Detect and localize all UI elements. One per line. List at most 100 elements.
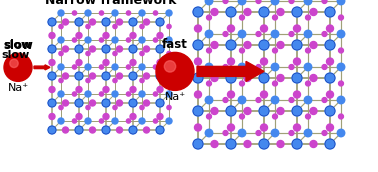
Circle shape xyxy=(144,73,150,79)
Circle shape xyxy=(58,10,64,16)
Circle shape xyxy=(85,118,91,124)
Circle shape xyxy=(86,51,90,56)
Circle shape xyxy=(244,141,251,148)
Circle shape xyxy=(86,78,90,83)
Circle shape xyxy=(325,106,335,116)
Circle shape xyxy=(85,10,91,16)
Circle shape xyxy=(144,46,150,52)
Circle shape xyxy=(75,45,83,53)
Circle shape xyxy=(223,131,228,136)
Circle shape xyxy=(228,58,234,65)
Circle shape xyxy=(211,74,218,82)
Circle shape xyxy=(259,106,269,116)
Circle shape xyxy=(339,48,344,53)
Circle shape xyxy=(228,124,234,131)
Circle shape xyxy=(75,126,83,134)
Circle shape xyxy=(49,33,55,39)
Circle shape xyxy=(62,127,68,133)
FancyArrow shape xyxy=(197,61,264,81)
Circle shape xyxy=(73,92,77,96)
Circle shape xyxy=(73,119,77,123)
Circle shape xyxy=(244,8,251,15)
Circle shape xyxy=(49,60,55,66)
Circle shape xyxy=(322,131,327,136)
Circle shape xyxy=(325,73,335,83)
Text: slow: slow xyxy=(3,39,33,52)
Circle shape xyxy=(130,114,136,120)
Circle shape xyxy=(58,64,64,70)
Circle shape xyxy=(113,105,117,110)
Circle shape xyxy=(226,7,236,17)
Circle shape xyxy=(223,0,228,3)
Circle shape xyxy=(75,18,83,26)
Circle shape xyxy=(259,73,269,83)
Circle shape xyxy=(304,0,312,5)
Circle shape xyxy=(129,126,137,134)
Circle shape xyxy=(59,78,63,83)
Circle shape xyxy=(85,64,91,70)
Circle shape xyxy=(4,53,32,81)
Circle shape xyxy=(305,15,310,20)
Circle shape xyxy=(226,73,236,83)
Circle shape xyxy=(48,72,56,80)
Circle shape xyxy=(206,114,211,119)
Circle shape xyxy=(167,105,171,110)
Circle shape xyxy=(58,118,64,124)
Circle shape xyxy=(166,118,172,124)
Circle shape xyxy=(130,33,136,39)
Circle shape xyxy=(157,60,163,66)
Circle shape xyxy=(206,15,211,20)
Circle shape xyxy=(289,131,294,136)
Circle shape xyxy=(292,139,302,149)
Circle shape xyxy=(126,119,131,123)
Circle shape xyxy=(164,61,176,72)
Circle shape xyxy=(259,7,269,17)
Circle shape xyxy=(305,114,310,119)
Circle shape xyxy=(256,0,261,3)
Circle shape xyxy=(310,141,317,148)
Circle shape xyxy=(62,100,68,106)
Circle shape xyxy=(76,114,82,120)
Circle shape xyxy=(140,51,144,56)
Circle shape xyxy=(193,139,203,149)
Circle shape xyxy=(48,18,56,26)
Circle shape xyxy=(271,63,279,71)
Circle shape xyxy=(226,106,236,116)
Circle shape xyxy=(310,108,317,115)
Circle shape xyxy=(337,96,345,104)
Text: slow: slow xyxy=(4,40,32,50)
Circle shape xyxy=(193,40,203,50)
Circle shape xyxy=(327,91,333,98)
Circle shape xyxy=(277,108,284,115)
Circle shape xyxy=(244,41,251,49)
Circle shape xyxy=(211,108,218,115)
Circle shape xyxy=(325,139,335,149)
Circle shape xyxy=(305,48,310,53)
Circle shape xyxy=(244,108,251,115)
Circle shape xyxy=(156,45,164,53)
Circle shape xyxy=(273,15,277,20)
Circle shape xyxy=(223,31,228,36)
Circle shape xyxy=(205,129,213,137)
Circle shape xyxy=(99,92,104,96)
Circle shape xyxy=(273,48,277,53)
Circle shape xyxy=(167,51,171,56)
Circle shape xyxy=(99,119,104,123)
Circle shape xyxy=(102,126,110,134)
Circle shape xyxy=(271,30,279,38)
Circle shape xyxy=(244,74,251,82)
Circle shape xyxy=(271,0,279,5)
Circle shape xyxy=(292,106,302,116)
Circle shape xyxy=(337,0,345,5)
Circle shape xyxy=(238,30,246,38)
Circle shape xyxy=(85,91,91,97)
Circle shape xyxy=(99,11,104,15)
Circle shape xyxy=(116,127,122,133)
Circle shape xyxy=(139,64,145,70)
Circle shape xyxy=(166,91,172,97)
Circle shape xyxy=(48,99,56,107)
Circle shape xyxy=(144,100,150,106)
Circle shape xyxy=(76,87,82,93)
Circle shape xyxy=(223,98,228,103)
Circle shape xyxy=(102,99,110,107)
